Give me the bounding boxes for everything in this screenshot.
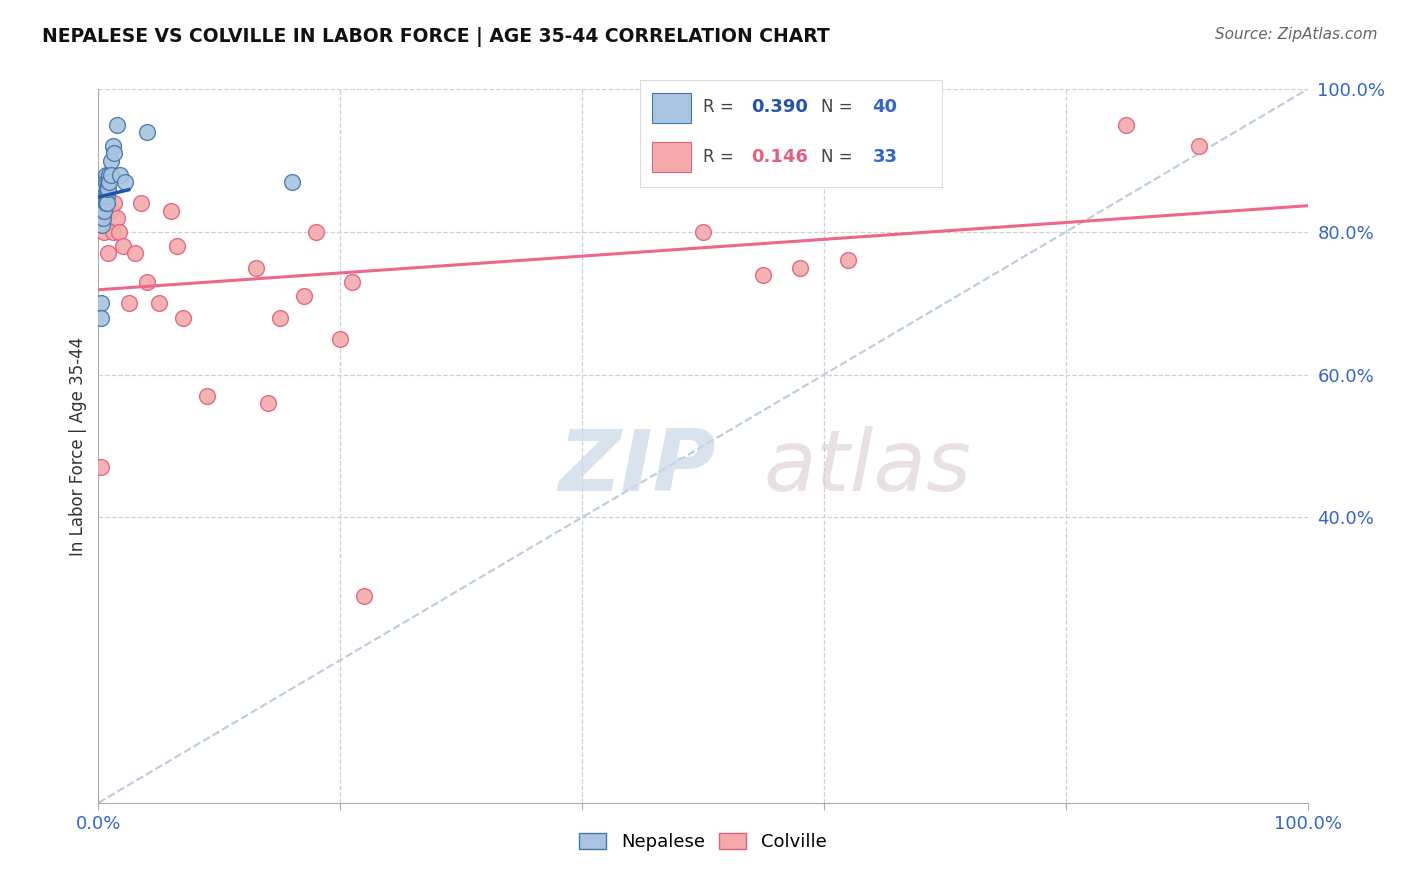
Point bbox=[111, 239, 134, 253]
Text: ZIP: ZIP bbox=[558, 425, 716, 509]
Point bbox=[329, 332, 352, 346]
Point bbox=[101, 139, 124, 153]
Point bbox=[97, 175, 120, 189]
Point bbox=[105, 211, 128, 225]
Point bbox=[148, 296, 170, 310]
Point bbox=[256, 396, 278, 410]
Point bbox=[91, 203, 114, 218]
Point bbox=[837, 253, 859, 268]
Point bbox=[245, 260, 267, 275]
Point bbox=[97, 246, 120, 260]
Point bbox=[91, 203, 114, 218]
FancyBboxPatch shape bbox=[652, 93, 692, 123]
Point bbox=[96, 182, 118, 196]
Point bbox=[124, 246, 146, 260]
Point bbox=[96, 189, 118, 203]
Point bbox=[94, 196, 117, 211]
Point bbox=[114, 175, 136, 189]
Point bbox=[97, 182, 120, 196]
Point bbox=[98, 175, 121, 189]
Point bbox=[90, 310, 112, 325]
Point bbox=[93, 182, 115, 196]
Point bbox=[91, 211, 114, 225]
Point bbox=[100, 168, 122, 182]
Point bbox=[91, 182, 114, 196]
Point bbox=[129, 196, 152, 211]
Point bbox=[96, 196, 118, 211]
Point bbox=[91, 196, 114, 211]
Point bbox=[305, 225, 328, 239]
Point bbox=[692, 225, 714, 239]
Point bbox=[789, 260, 811, 275]
Point bbox=[98, 168, 121, 182]
Text: R =: R = bbox=[703, 148, 740, 166]
Point bbox=[166, 239, 188, 253]
Point bbox=[90, 189, 112, 203]
Point bbox=[93, 189, 115, 203]
Point bbox=[353, 589, 375, 603]
Text: N =: N = bbox=[821, 98, 858, 116]
Point bbox=[90, 296, 112, 310]
Point bbox=[101, 225, 124, 239]
Point bbox=[91, 211, 114, 225]
Point bbox=[135, 125, 157, 139]
Point bbox=[752, 268, 775, 282]
Point bbox=[91, 189, 114, 203]
Point bbox=[100, 153, 122, 168]
Point bbox=[91, 203, 114, 218]
Point bbox=[108, 168, 131, 182]
Point bbox=[103, 196, 125, 211]
Point bbox=[93, 225, 115, 239]
Point bbox=[93, 175, 115, 189]
Point bbox=[100, 203, 122, 218]
Y-axis label: In Labor Force | Age 35-44: In Labor Force | Age 35-44 bbox=[69, 336, 87, 556]
Text: 0.146: 0.146 bbox=[752, 148, 808, 166]
Point bbox=[94, 168, 117, 182]
Point bbox=[1115, 118, 1137, 132]
Point bbox=[91, 189, 114, 203]
Point bbox=[195, 389, 218, 403]
Point bbox=[172, 310, 194, 325]
Point bbox=[103, 146, 125, 161]
Point bbox=[91, 175, 114, 189]
Point bbox=[93, 203, 115, 218]
Text: R =: R = bbox=[703, 98, 740, 116]
Legend: Nepalese, Colville: Nepalese, Colville bbox=[572, 825, 834, 858]
Text: atlas: atlas bbox=[763, 425, 972, 509]
Point bbox=[105, 118, 128, 132]
Text: 40: 40 bbox=[873, 98, 897, 116]
Point bbox=[94, 189, 117, 203]
Point bbox=[135, 275, 157, 289]
FancyBboxPatch shape bbox=[652, 143, 692, 172]
Point bbox=[93, 196, 115, 211]
Point bbox=[118, 296, 141, 310]
Text: Source: ZipAtlas.com: Source: ZipAtlas.com bbox=[1215, 27, 1378, 42]
Point bbox=[292, 289, 315, 303]
Point bbox=[91, 218, 114, 232]
Text: N =: N = bbox=[821, 148, 858, 166]
Point bbox=[91, 203, 114, 218]
Point bbox=[342, 275, 364, 289]
Text: NEPALESE VS COLVILLE IN LABOR FORCE | AGE 35-44 CORRELATION CHART: NEPALESE VS COLVILLE IN LABOR FORCE | AG… bbox=[42, 27, 830, 46]
Point bbox=[108, 225, 131, 239]
Point bbox=[1188, 139, 1211, 153]
Point bbox=[94, 175, 117, 189]
Point bbox=[90, 460, 112, 475]
Point bbox=[269, 310, 291, 325]
Point bbox=[160, 203, 183, 218]
Text: 0.390: 0.390 bbox=[752, 98, 808, 116]
Text: 33: 33 bbox=[873, 148, 897, 166]
Point bbox=[91, 182, 114, 196]
Point bbox=[281, 175, 304, 189]
